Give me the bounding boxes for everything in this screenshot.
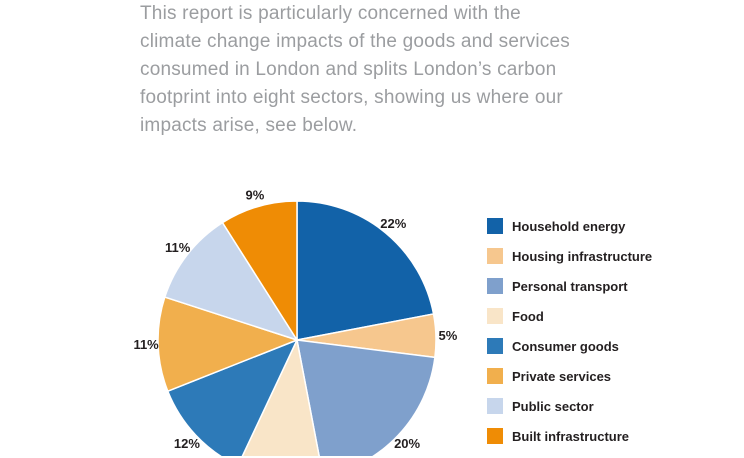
legend-swatch [487, 308, 503, 324]
intro-line: consumed in London and splits London’s c… [140, 59, 557, 80]
legend-swatch [487, 368, 503, 384]
pie-slice-label-consumer-goods: 12% [174, 436, 200, 451]
legend-label: Housing infrastructure [512, 248, 653, 264]
legend-item-consumer-goods: Consumer goods [487, 338, 652, 354]
legend-swatch [487, 218, 503, 234]
pie-slice-label-private-services: 11% [133, 337, 159, 352]
legend-label: Private services [512, 368, 612, 384]
legend-item-private-services: Private services [487, 368, 652, 384]
legend-label: Food [512, 308, 544, 324]
pie-slice-private-services [157, 296, 298, 392]
pie-slice-household-energy [296, 200, 435, 341]
pie-slice-label-personal-transport: 20% [394, 436, 420, 451]
legend-swatch [487, 278, 503, 294]
legend-item-public-sector: Public sector [487, 398, 652, 414]
legend-swatch [487, 428, 503, 444]
legend-swatch [487, 398, 503, 414]
pie-slice-label-household-energy: 22% [380, 216, 406, 231]
legend-label: Personal transport [512, 278, 628, 294]
pie-slice-food [241, 339, 320, 456]
legend-item-built-infrastructure: Built infrastructure [487, 428, 652, 444]
legend-swatch [487, 248, 503, 264]
pie-slice-personal-transport [296, 339, 436, 456]
legend-label: Built infrastructure [512, 428, 630, 444]
legend-swatch [487, 338, 503, 354]
intro-line: climate change impacts of the goods and … [140, 31, 570, 52]
legend-item-household-energy: Household energy [487, 218, 652, 234]
pie-slice-label-built-infrastructure: 9% [246, 188, 265, 203]
intro-paragraph: This report is particularly concerned wi… [140, 0, 640, 140]
intro-line: footprint into eight sectors, showing us… [140, 87, 563, 108]
legend-label: Public sector [512, 398, 594, 414]
pie-slice-consumer-goods [167, 339, 298, 456]
pie-slice-built-infrastructure [221, 200, 298, 341]
legend-label: Household energy [512, 218, 626, 234]
intro-line: This report is particularly concerned wi… [140, 3, 521, 24]
pie-slice-label-housing-infrastructure: 5% [439, 328, 458, 343]
legend-item-food: Food [487, 308, 652, 324]
pie-slice-label-public-sector: 11% [165, 240, 191, 255]
legend-label: Consumer goods [512, 338, 619, 354]
legend-item-housing-infrastructure: Housing infrastructure [487, 248, 652, 264]
pie-slice-public-sector [164, 221, 298, 341]
intro-line: impacts arise, see below. [140, 115, 358, 136]
chart-legend: Household energy Housing infrastructure Pe… [487, 218, 652, 458]
legend-item-personal-transport: Personal transport [487, 278, 652, 294]
